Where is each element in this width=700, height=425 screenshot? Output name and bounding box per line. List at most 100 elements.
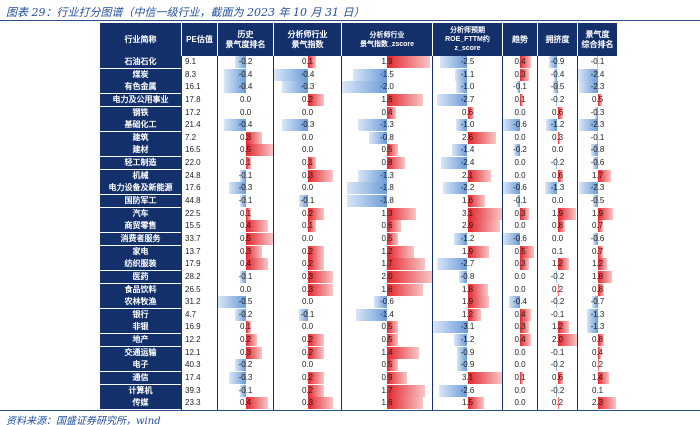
- analyst-zscore-value: -2.0: [380, 82, 394, 92]
- overall-rank-value: 0.7: [591, 246, 604, 256]
- roe-zscore-bar: [467, 397, 485, 410]
- hist-rank-cell: -0.2: [218, 359, 273, 372]
- hist-rank-bar: [223, 68, 246, 81]
- roe-zscore-value: 3.1: [461, 373, 474, 382]
- overall-rank-cell: -0.5: [578, 195, 617, 208]
- analyst-index-value: 0.2: [301, 335, 314, 345]
- roe-zscore-bar: [467, 169, 491, 182]
- crowding-value: 0.6: [551, 107, 564, 117]
- crowding-cell: 0.6: [538, 106, 577, 119]
- roe-zscore-cell: -0.9: [433, 359, 502, 372]
- crowding-cell: -1.3: [538, 182, 577, 195]
- hist-rank-cell: 0.1: [218, 321, 273, 334]
- crowding-cell: -0.2: [538, 296, 577, 309]
- trend-bar: [520, 258, 529, 271]
- analyst-zscore-value: -0.8: [380, 132, 394, 142]
- overall-rank-bar: [597, 245, 604, 258]
- hist-rank-bar: [245, 220, 268, 233]
- analyst-index-value: 0.3: [301, 170, 314, 180]
- overall-rank-cell: 0.1: [578, 384, 617, 397]
- hist-rank-cell: 0.3: [218, 346, 273, 359]
- analyst-index-cell: 0.3: [274, 283, 341, 296]
- overall-rank-bar: [597, 283, 604, 296]
- analyst-zscore-cell: 2.0: [342, 270, 432, 283]
- industry-name: 建筑: [100, 131, 181, 144]
- overall-rank-cell: 1.4: [578, 372, 617, 384]
- roe-zscore-cell: 3.1: [433, 207, 502, 220]
- crowding-bar: [552, 81, 558, 94]
- trend-bar: [520, 68, 529, 81]
- roe-zscore-cell: -2.4: [433, 157, 502, 170]
- analyst-zscore-bar: [387, 321, 399, 334]
- analyst-zscore-cell: 1.7: [342, 258, 432, 271]
- header-crowding: 拥挤度: [538, 23, 577, 56]
- hist-rank-cell: 0.4: [218, 258, 273, 271]
- analyst-zscore-cell: -0.8: [342, 131, 432, 144]
- trend-cell: 0.3: [503, 207, 537, 220]
- analyst-index-bar: [307, 372, 325, 384]
- crowding-value: 0.0: [551, 145, 564, 155]
- analyst-index-bar: [307, 207, 325, 220]
- analyst-index-cell: -0.3: [274, 119, 341, 132]
- roe-zscore-bar: [467, 245, 489, 258]
- overall-rank-bar: [597, 334, 604, 347]
- analyst-zscore-bar: [357, 169, 387, 182]
- roe-zscore-bar: [454, 232, 468, 245]
- column-divider: [341, 56, 342, 410]
- industry-name: 基础化工: [100, 119, 181, 132]
- crowding-bar: [557, 372, 564, 384]
- analyst-zscore-value: -1.8: [380, 183, 394, 193]
- crowding-bar: [557, 207, 577, 220]
- figure-caption: 图表 29：行业打分图谱（中信一级行业，截面为 2023 年 10 月 31 日…: [6, 6, 365, 19]
- roe-zscore-value: 1.9: [461, 246, 474, 256]
- crowding-bar: [556, 346, 558, 359]
- hist-rank-cell: -0.4: [218, 81, 273, 94]
- analyst-index-value: 0.2: [301, 347, 314, 357]
- pe-value: 17.2: [182, 106, 217, 119]
- analyst-zscore-value: 1.9: [381, 57, 393, 66]
- hist-rank-bar: [229, 182, 246, 195]
- analyst-index-bar: [307, 245, 325, 258]
- trend-cell: 0.1: [503, 372, 537, 384]
- roe-zscore-bar: [467, 296, 489, 309]
- trend-cell: 0.0: [503, 359, 537, 372]
- roe-zscore-cell: -1.4: [433, 144, 502, 157]
- trend-cell: 0.0: [503, 169, 537, 182]
- crowding-value: -0.2: [550, 297, 565, 307]
- analyst-zscore-bar: [387, 384, 426, 397]
- analyst-index-cell: 0.0: [274, 232, 341, 245]
- hist-rank-value: 0.1: [239, 158, 252, 168]
- roe-zscore-value: 2.9: [461, 221, 474, 231]
- analyst-index-value: 0.1: [301, 158, 314, 168]
- overall-rank-value: 1.4: [591, 373, 604, 382]
- analyst-zscore-bar: [387, 220, 401, 233]
- industry-name: 计算机: [100, 384, 181, 397]
- analyst-zscore-bar: [369, 131, 387, 144]
- analyst-zscore-cell: 0.5: [342, 232, 432, 245]
- overall-rank-cell: 0.8: [578, 334, 617, 347]
- industry-name: 通信: [100, 372, 181, 384]
- roe-zscore-cell: -2.6: [433, 384, 502, 397]
- overall-rank-bar: [597, 207, 613, 220]
- roe-zscore-cell: 1.9: [433, 245, 502, 258]
- overall-rank-cell: -2.3: [578, 182, 617, 195]
- overall-rank-value: -0.1: [590, 57, 605, 66]
- hist-rank-bar: [240, 270, 246, 283]
- analyst-zscore-value: 1.6: [381, 94, 393, 104]
- analyst-zscore-value: -1.8: [380, 196, 394, 206]
- analyst-zscore-bar: [387, 106, 396, 119]
- analyst-index-cell: 0.0: [274, 106, 341, 119]
- analyst-index-value: 0.0: [301, 145, 314, 155]
- trend-bar: [520, 308, 532, 321]
- column-divider: [432, 56, 433, 410]
- trend-cell: 0.0: [503, 157, 537, 170]
- analyst-index-value: 0.2: [301, 94, 314, 104]
- roe-zscore-value: 2.6: [461, 132, 474, 142]
- analyst-index-cell: 0.2: [274, 334, 341, 347]
- crowding-bar: [555, 93, 558, 106]
- trend-value: 0.0: [514, 284, 526, 294]
- analyst-index-cell: 0.3: [274, 169, 341, 182]
- hist-rank-value: -0.1: [238, 170, 253, 180]
- overall-rank-value: -2.4: [590, 69, 605, 79]
- overall-rank-cell: -2.3: [578, 119, 617, 132]
